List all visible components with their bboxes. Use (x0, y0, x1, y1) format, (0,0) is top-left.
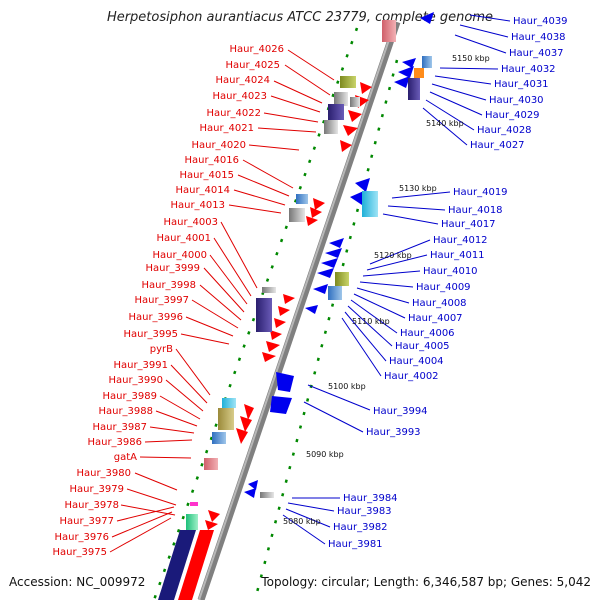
gene-label-right: Haur_4027 (470, 140, 525, 151)
gene-label-left: Haur_4003 (163, 217, 218, 228)
gene-label-right: Haur_3993 (366, 427, 421, 438)
forward-large-arrow (178, 530, 214, 600)
scale-label: 5090 kbp (306, 450, 344, 459)
gene-label-left: Haur_3995 (123, 329, 178, 340)
gene-label-right: Haur_4031 (494, 79, 549, 90)
gene-label-left: Haur_3999 (145, 263, 200, 274)
gene-label-right: Haur_3983 (337, 506, 392, 517)
right-gene-labels: Haur_4039 Haur_4038 Haur_4037 Haur_4032 Haur… (328, 16, 568, 550)
feature-boxes (186, 20, 432, 530)
scale-label: 5100 kbp (328, 382, 366, 391)
gene-label-left: Haur_3975 (52, 547, 107, 558)
gene-label-left: pyrB (150, 344, 173, 355)
gene-label-right: Haur_4012 (433, 235, 488, 246)
gene-label-left: Haur_3988 (98, 406, 153, 417)
left-leader-lines (109, 49, 335, 553)
gene-label-left: Haur_4024 (215, 75, 270, 86)
gene-label-right: Haur_3984 (343, 493, 398, 504)
gene-label-left: Haur_4021 (199, 123, 254, 134)
genome-backbone (197, 20, 401, 600)
scale-label: 5120 kbp (374, 251, 412, 260)
gene-label-left: Haur_3997 (134, 295, 189, 306)
gene-label-right: Haur_4002 (384, 371, 439, 382)
right-leader-lines (282, 14, 511, 545)
gene-label-left: Haur_3990 (108, 375, 163, 386)
gene-label-right: Haur_4019 (453, 187, 508, 198)
gene-label-left: Haur_3979 (69, 484, 124, 495)
gene-label-right: Haur_4037 (509, 48, 564, 59)
gene-label-left: Haur_4023 (212, 91, 267, 102)
gene-label-right: Haur_3994 (373, 406, 428, 417)
gene-label-left: Haur_3976 (54, 532, 109, 543)
map-title: Herpetosiphon aurantiacus ATCC 23779, co… (106, 10, 494, 25)
gene-label-right: Haur_4039 (513, 16, 568, 27)
gene-label-right: Haur_4008 (412, 298, 467, 309)
gene-label-right: Haur_4005 (395, 341, 450, 352)
gene-label-left: Haur_4016 (184, 155, 239, 166)
gene-label-left: Haur_3977 (59, 516, 114, 527)
gene-label-right: Haur_4006 (400, 328, 455, 339)
gene-label-right: Haur_4032 (501, 64, 556, 75)
gene-label-right: Haur_4010 (423, 266, 478, 277)
gene-label-right: Haur_4030 (489, 95, 544, 106)
rrna-band (158, 530, 196, 600)
gene-label-left: Haur_4022 (206, 108, 261, 119)
gene-label-right: Haur_4028 (477, 125, 532, 136)
gene-label-left: Haur_3991 (113, 360, 168, 371)
gene-label-right: Haur_3982 (333, 522, 388, 533)
genome-summary-text: Topology: circular; Length: 6,346,587 bp… (261, 575, 591, 589)
gene-label-left: Haur_3978 (64, 500, 119, 511)
gene-label-left: Haur_4025 (225, 60, 280, 71)
gene-label-right: Haur_4018 (448, 205, 503, 216)
left-gene-labels: Haur_4026 Haur_4025 Haur_4024 Haur_4023 Haur… (52, 44, 284, 558)
scale-label: 5130 kbp (399, 184, 437, 193)
ticks-left-track (152, 27, 359, 600)
gene-label-left: Haur_3998 (141, 280, 196, 291)
gene-label-right: Haur_4029 (485, 110, 540, 121)
gene-label-right: Haur_4038 (511, 32, 566, 43)
gene-label-left: Haur_4014 (175, 185, 230, 196)
scale-label: 5150 kbp (452, 54, 490, 63)
ticks-right-track (253, 59, 399, 600)
scale-label: 5080 kbp (283, 517, 321, 526)
gene-label-left: Haur_4026 (229, 44, 284, 55)
gene-label-left: Haur_3989 (102, 391, 157, 402)
gene-label-left: Haur_3987 (92, 422, 147, 433)
gene-label-left: Haur_4000 (152, 250, 207, 261)
gene-label-right: Haur_4017 (441, 219, 496, 230)
gene-label-left: Haur_4020 (191, 140, 246, 151)
accession-text: Accession: NC_009972 (9, 575, 146, 589)
scale-labels: 5150 kbp 5140 kbp 5130 kbp 5120 kbp 5110 kbp… (283, 54, 490, 526)
genome-backbone-highlight (198, 21, 396, 600)
gene-label-right: Haur_4007 (408, 313, 463, 324)
gene-label-left: Haur_4015 (179, 170, 234, 181)
gene-label-left: Haur_4001 (156, 233, 211, 244)
gene-label-right: Haur_4009 (416, 282, 471, 293)
gene-label-left: Haur_4013 (170, 200, 225, 211)
gene-label-left: Haur_3980 (76, 468, 131, 479)
reverse-strand-genes (244, 12, 434, 498)
gene-label-right: Haur_3981 (328, 539, 383, 550)
scale-label: 5140 kbp (426, 119, 464, 128)
gene-label-left: gatA (114, 452, 137, 463)
scale-label: 5110 kbp (352, 317, 390, 326)
gene-label-right: Haur_4011 (430, 250, 485, 261)
gene-label-left: Haur_3996 (128, 312, 183, 323)
gene-label-left: Haur_3986 (87, 437, 142, 448)
gene-label-right: Haur_4004 (389, 356, 444, 367)
